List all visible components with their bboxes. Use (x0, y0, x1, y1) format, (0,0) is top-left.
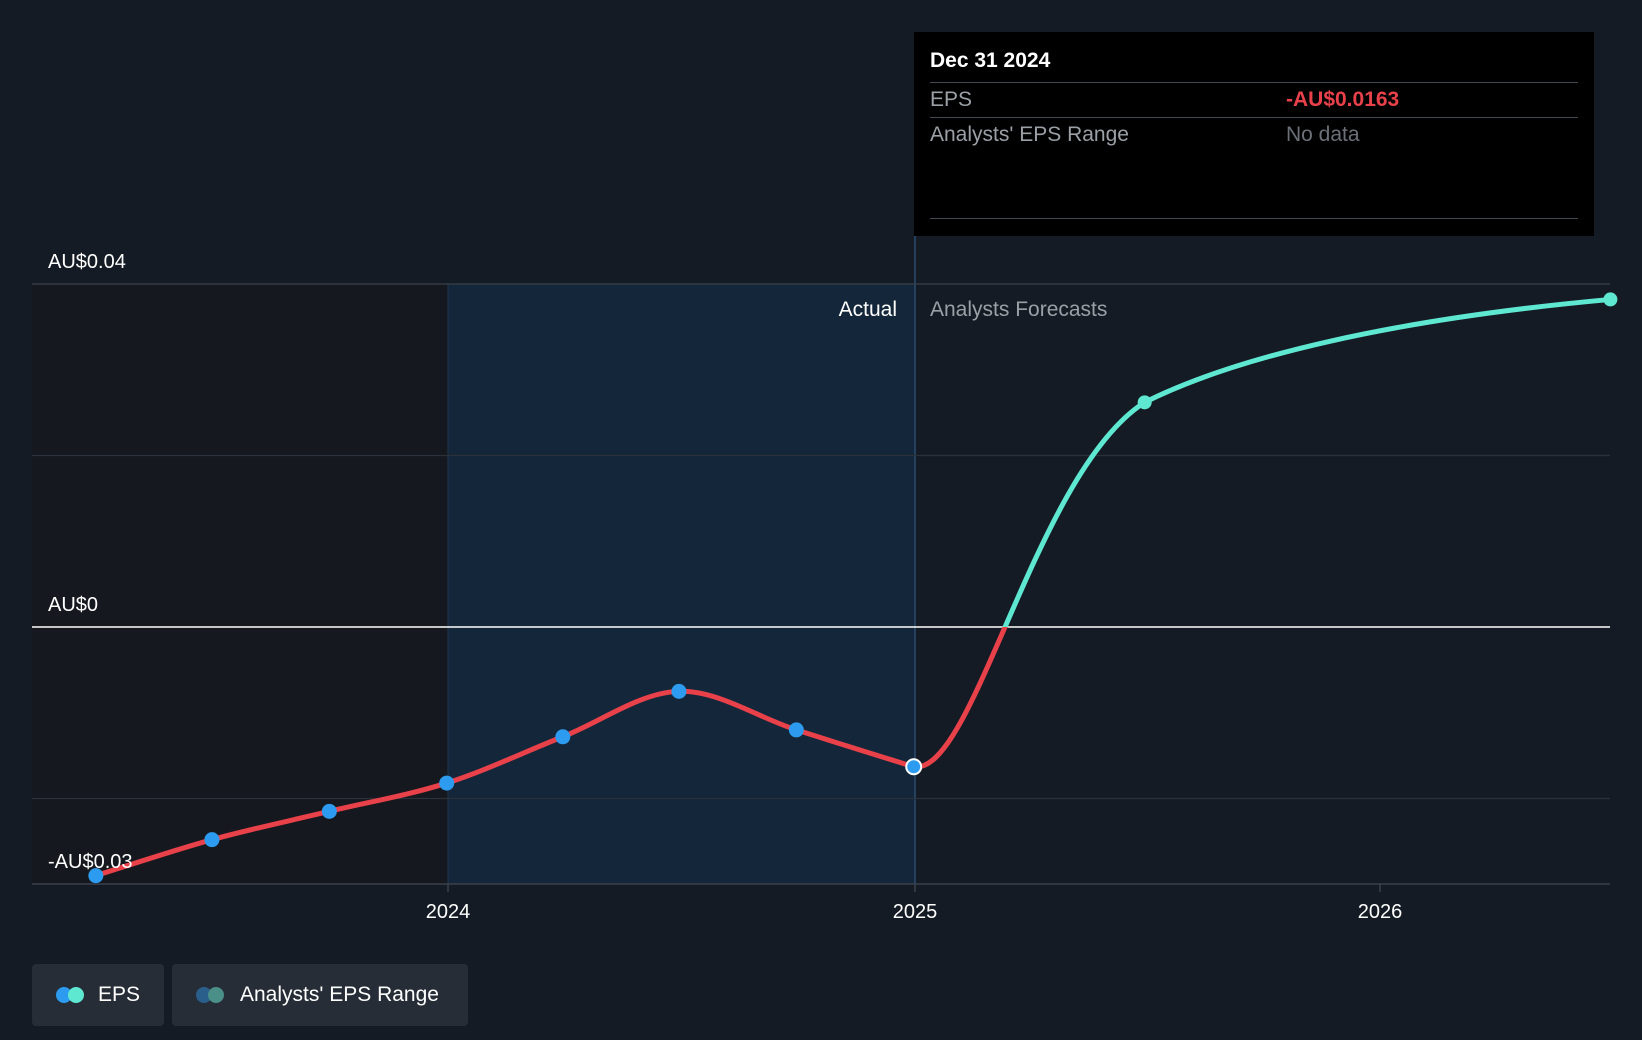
tooltip-date: Dec 31 2024 (930, 46, 1578, 83)
tooltip-divider (930, 218, 1578, 219)
eps-actual-point-6 (788, 722, 804, 738)
forecast-region-label: Analysts Forecasts (930, 298, 1107, 321)
legend-item-eps[interactable]: EPS (32, 964, 164, 1026)
eps-actual-point-3 (439, 775, 455, 791)
legend-item-eps-range[interactable]: Analysts' EPS Range (172, 964, 468, 1026)
x-tick-label-2025: 2025 (893, 901, 938, 923)
tooltip-eps-value: -AU$0.0163 (1286, 88, 1400, 111)
hover-tooltip: Dec 31 2024 EPS -AU$0.0163 Analysts' EPS… (914, 32, 1594, 236)
past-shade (32, 284, 448, 884)
eps-forecast-point-0 (1137, 395, 1152, 410)
eps-forecast-point-1 (1603, 292, 1618, 307)
actual-region-label: Actual (839, 298, 897, 321)
eps-actual-line (93, 688, 917, 879)
eps-forecast-line-positive (1002, 296, 1611, 627)
eps-range-legend-icon (196, 986, 226, 1004)
eps-actual-point-7 (905, 758, 923, 776)
legend-label-eps: EPS (97, 983, 140, 1006)
tooltip-row-range: Analysts' EPS Range No data (930, 118, 1578, 152)
eps-actual-point-0 (88, 868, 104, 884)
tooltip-eps-key: EPS (930, 88, 973, 111)
tooltip-range-key: Analysts' EPS Range (930, 123, 1129, 146)
eps-forecast-line-negative (913, 627, 1008, 770)
eps-legend-icon (56, 986, 84, 1004)
y-axis-label-bottom: -AU$0.03 (48, 851, 133, 873)
eps-actual-point-4 (555, 729, 571, 745)
eps-actual-point-5 (671, 683, 687, 699)
x-tick-label-2024: 2024 (426, 901, 471, 923)
tooltip-row-eps: EPS -AU$0.0163 (930, 83, 1578, 118)
legend-label-eps-range: Analysts' EPS Range (240, 983, 439, 1006)
y-axis-label-top: AU$0.04 (48, 251, 126, 273)
x-tick-label-2026: 2026 (1358, 901, 1403, 923)
eps-actual-point-2 (321, 803, 337, 819)
actual-band (448, 284, 915, 884)
eps-actual-point-1 (204, 832, 220, 848)
tooltip-range-value: No data (1286, 123, 1360, 146)
y-axis-label-zero: AU$0 (48, 594, 98, 616)
